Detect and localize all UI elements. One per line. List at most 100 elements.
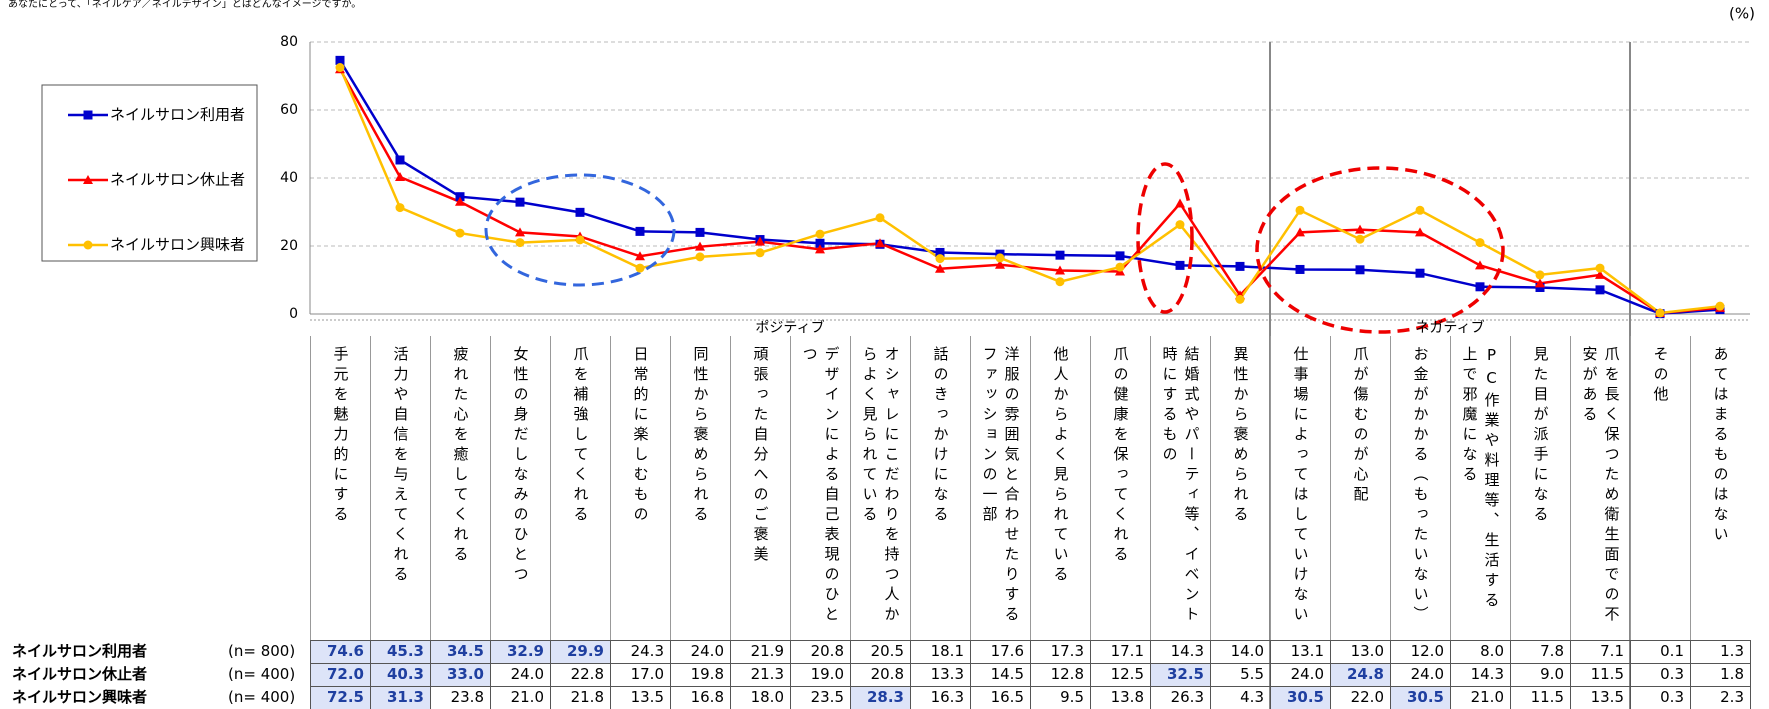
category-cell: 日常的に楽しむもの <box>610 336 670 640</box>
x-tick-label: 爪が傷むのが心配 <box>1351 346 1370 506</box>
marker <box>1055 265 1065 275</box>
marker <box>755 248 765 258</box>
legend-marker <box>83 240 93 250</box>
table-cell: 72.0 <box>310 663 371 687</box>
table-cell: 13.8 <box>1090 686 1151 709</box>
x-tick-label: 女性の身だしなみのひとつ <box>511 346 530 586</box>
row-n-label: (n= 400) <box>228 688 296 706</box>
category-cell: 爪を長く保つため衛生面での不安がある <box>1570 336 1630 640</box>
group-label: ネガティブ <box>1415 319 1484 336</box>
table-cell: 40.3 <box>370 663 431 687</box>
marker <box>1355 234 1365 244</box>
y-tick-label: 60 <box>280 102 298 118</box>
table-cell: 20.5 <box>850 640 911 664</box>
table-cell: 19.0 <box>790 663 851 687</box>
x-tick-label: 頑張った自分へのご褒美 <box>751 346 770 566</box>
table-cell: 12.8 <box>1030 663 1091 687</box>
table-cell: 13.1 <box>1270 640 1331 664</box>
table-cell: 16.3 <box>910 686 971 709</box>
x-tick-label: 異性から褒められる <box>1231 346 1250 526</box>
table-cell: 21.3 <box>730 663 791 687</box>
marker <box>1115 262 1125 272</box>
marker <box>1535 278 1545 288</box>
marker <box>455 192 465 202</box>
marker <box>1535 270 1545 280</box>
marker <box>515 227 525 237</box>
marker <box>935 263 945 273</box>
marker <box>575 235 585 245</box>
table-cell: 72.5 <box>310 686 371 709</box>
marker <box>395 203 405 213</box>
table-cell: 14.3 <box>1450 663 1511 687</box>
x-tick-label: 仕事場によってはしていけない <box>1291 346 1310 626</box>
category-cell: 仕事場によってはしていけない <box>1270 336 1330 640</box>
marker <box>1595 263 1605 273</box>
table-cell: 16.8 <box>670 686 731 709</box>
table-cell: 13.0 <box>1330 640 1391 664</box>
x-tick-label: その他 <box>1651 346 1670 406</box>
category-cell: 他人からよく見られている <box>1030 336 1090 640</box>
table-cell: 21.0 <box>490 686 551 709</box>
table-cell: 1.8 <box>1690 663 1751 687</box>
marker <box>1415 268 1425 278</box>
table-cell: 7.1 <box>1570 640 1631 664</box>
marker <box>1235 294 1245 304</box>
y-tick-label: 40 <box>280 170 298 186</box>
table-cell: 23.5 <box>790 686 851 709</box>
x-tick-label: 話のきっかけになる <box>931 346 950 526</box>
table-cell: 14.0 <box>1210 640 1271 664</box>
table-cell: 32.9 <box>490 640 551 664</box>
x-tick-label: PC作業や料理等、生活する上で邪魔になる <box>1460 346 1501 612</box>
x-tick-label: 結婚式やパーティ等、イベント時にするもの <box>1160 346 1201 626</box>
table-cell: 18.1 <box>910 640 971 664</box>
marker <box>815 238 825 248</box>
table-cell: 18.0 <box>730 686 791 709</box>
marker <box>1355 224 1365 234</box>
table-cell: 5.5 <box>1210 663 1271 687</box>
table-cell: 17.6 <box>970 640 1031 664</box>
row-n-label: (n= 800) <box>228 642 296 660</box>
marker <box>935 254 945 264</box>
table-cell: 24.3 <box>610 640 671 664</box>
marker <box>1055 250 1065 260</box>
table-cell: 14.3 <box>1150 640 1211 664</box>
marker <box>1295 227 1305 237</box>
table-cell: 29.9 <box>550 640 611 664</box>
marker <box>1475 282 1485 292</box>
table-cell: 22.8 <box>550 663 611 687</box>
table-cell: 30.5 <box>1390 686 1451 709</box>
legend-label: ネイルサロン休止者 <box>110 171 245 189</box>
table-cell: 11.5 <box>1510 686 1571 709</box>
table-cell: 24.0 <box>1270 663 1331 687</box>
table-cell: 24.8 <box>1330 663 1391 687</box>
table-cell: 13.3 <box>910 663 971 687</box>
table-cell: 31.3 <box>370 686 431 709</box>
table-cell: 20.8 <box>850 663 911 687</box>
table-cell: 23.8 <box>430 686 491 709</box>
table-cell: 17.1 <box>1090 640 1151 664</box>
x-tick-label: 疲れた心を癒してくれる <box>451 346 470 566</box>
table-cell: 2.3 <box>1690 686 1751 709</box>
marker <box>1715 301 1725 311</box>
row-label: ネイルサロン利用者 <box>12 642 148 660</box>
table-cell: 9.0 <box>1510 663 1571 687</box>
marker <box>1175 220 1185 230</box>
marker <box>875 213 885 223</box>
row-label: ネイルサロン休止者 <box>12 665 148 683</box>
marker <box>1295 205 1305 215</box>
annotation-ellipse <box>1255 166 1505 334</box>
table-cell: 1.3 <box>1690 640 1751 664</box>
category-cell: 手元を魅力的にする <box>310 336 370 640</box>
marker <box>1055 277 1065 287</box>
marker <box>635 226 645 236</box>
category-cell: あてはまるものはない <box>1690 336 1750 640</box>
marker <box>815 244 825 254</box>
unit-label: (%) <box>1729 5 1755 23</box>
marker <box>455 196 465 206</box>
table-cell: 0.3 <box>1630 686 1691 709</box>
table-cell: 20.8 <box>790 640 851 664</box>
marker <box>1475 260 1485 270</box>
x-tick-label: 日常的に楽しむもの <box>631 346 650 526</box>
marker <box>1235 261 1245 271</box>
